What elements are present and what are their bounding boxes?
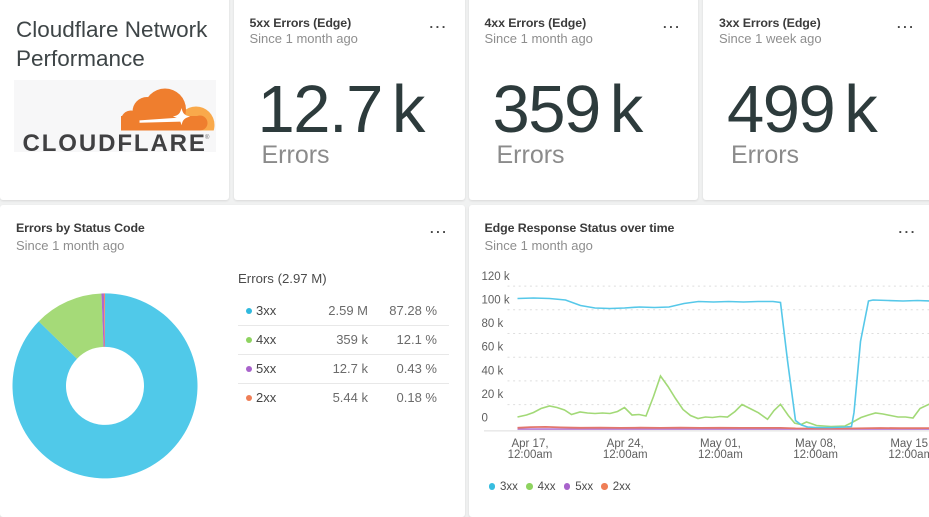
- svg-text:Apr 24,: Apr 24,: [606, 438, 643, 450]
- svg-text:20 k: 20 k: [481, 389, 503, 401]
- svg-text:12:00am: 12:00am: [793, 448, 838, 460]
- svg-text:60 k: 60 k: [481, 341, 503, 353]
- svg-text:May 01,: May 01,: [699, 438, 740, 450]
- svg-text:40 k: 40 k: [481, 365, 503, 377]
- svg-text:120 k: 120 k: [481, 270, 509, 282]
- svg-text:12:00am: 12:00am: [698, 448, 743, 460]
- svg-text:80 k: 80 k: [481, 318, 503, 330]
- svg-text:12:00am: 12:00am: [507, 448, 552, 460]
- svg-text:May 15,: May 15,: [890, 438, 929, 450]
- svg-text:CLOUDFLARE: CLOUDFLARE: [23, 130, 207, 152]
- svg-text:Apr 17,: Apr 17,: [511, 438, 548, 450]
- svg-text:12:00am: 12:00am: [602, 448, 647, 460]
- svg-text:®: ®: [205, 134, 210, 141]
- svg-text:May 08,: May 08,: [795, 438, 836, 450]
- svg-text:0: 0: [481, 412, 487, 424]
- svg-text:100 k: 100 k: [481, 294, 509, 306]
- svg-text:12:00am: 12:00am: [888, 448, 929, 460]
